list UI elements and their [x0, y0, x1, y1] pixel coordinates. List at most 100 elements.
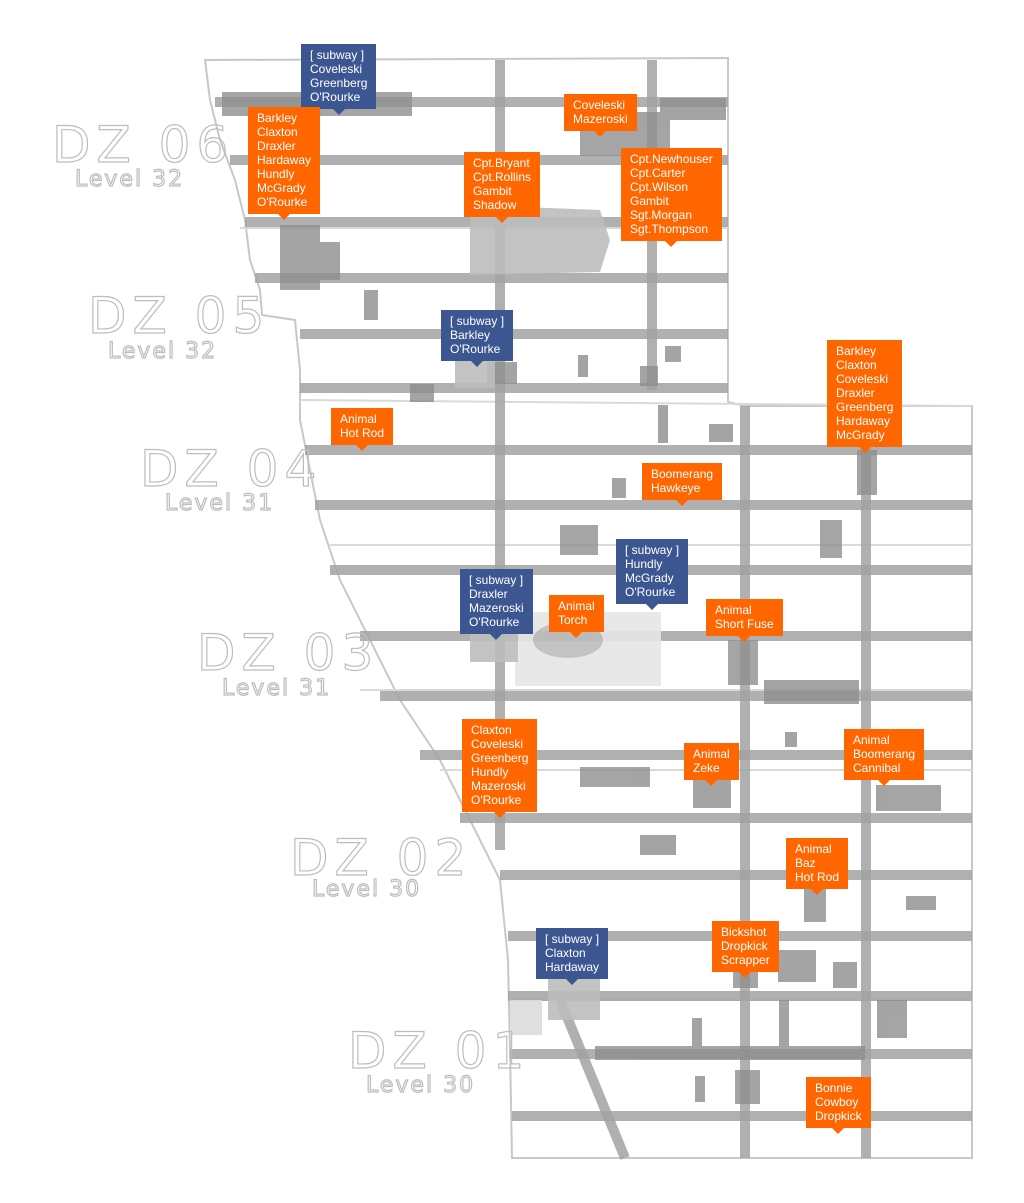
marker-line: Hot Rod — [795, 870, 840, 884]
marker-line: O'Rourke — [257, 195, 308, 209]
marker-line: Animal — [853, 733, 890, 747]
marker-line: Sgt.Thompson — [630, 222, 709, 236]
marker-line: Animal — [558, 599, 595, 613]
subway-marker[interactable]: [ subway ] Draxler Mazeroski O'Rourke — [460, 569, 533, 640]
boss-marker[interactable]: Animal Zeke — [684, 743, 739, 786]
dz06-level: Level 32 — [75, 167, 184, 192]
marker-line: O'Rourke — [450, 342, 501, 356]
dz03-level: Level 31 — [222, 676, 331, 701]
boss-marker[interactable]: Coveleski Mazeroski — [564, 94, 637, 137]
marker-line: Dropkick — [815, 1109, 862, 1123]
marker-line: Coveleski — [471, 737, 524, 751]
buildings — [222, 92, 941, 1104]
marker-line: Hawkeye — [651, 481, 701, 495]
dz02-level: Level 30 — [312, 877, 421, 902]
marker-line: Barkley — [450, 328, 491, 342]
marker-line: Cowboy — [815, 1095, 859, 1109]
marker-line: Greenberg — [310, 76, 368, 90]
boss-marker[interactable]: Animal Boomerang Cannibal — [844, 729, 925, 786]
marker-line: [ subway ] — [625, 543, 680, 557]
marker-line: Cpt.Newhouser — [630, 152, 713, 166]
boss-marker[interactable]: Bickshot Dropkick Scrapper — [712, 921, 779, 978]
subway-marker[interactable]: [ subway ] Hundly McGrady O'Rourke — [616, 539, 689, 610]
marker-line: Hardaway — [257, 153, 312, 167]
marker-line: Hot Rod — [340, 426, 385, 440]
marker-line: [ subway ] — [469, 573, 524, 587]
marker-line: Cpt.Wilson — [630, 180, 689, 194]
marker-line: Cpt.Bryant — [473, 156, 530, 170]
district-labels: DZ 06 Level 32 DZ 05 Level 32 DZ 04 Leve… — [51, 115, 530, 1098]
dz04-level: Level 31 — [165, 491, 274, 516]
marker-line: Claxton — [836, 358, 877, 372]
boss-marker[interactable]: Animal Torch — [549, 595, 604, 638]
marker-line: Cpt.Rollins — [473, 170, 532, 184]
marker-line: McGrady — [625, 571, 674, 585]
marker-line: Zeke — [693, 761, 720, 775]
marker-line: Shadow — [473, 198, 517, 212]
marker-line: Mazeroski — [573, 112, 628, 126]
marker-line: Coveleski — [573, 98, 626, 112]
marker-line: Dropkick — [721, 939, 768, 953]
marker-line: Animal — [340, 412, 377, 426]
subway-marker[interactable]: [ subway ] Claxton Hardaway — [536, 928, 609, 985]
marker-line: Cannibal — [853, 761, 901, 775]
marker-line: Draxler — [469, 587, 508, 601]
marker-line: O'Rourke — [625, 585, 676, 599]
dz06-name: DZ 06 — [52, 116, 234, 174]
marker-line: Gambit — [630, 194, 669, 208]
boss-marker[interactable]: Animal Short Fuse — [706, 599, 783, 642]
marker-line: Barkley — [836, 344, 877, 358]
boss-marker[interactable]: Boomerang Hawkeye — [642, 463, 723, 506]
marker-line: Hardaway — [545, 960, 600, 974]
marker-line: O'Rourke — [310, 90, 361, 104]
marker-line: Hundly — [625, 557, 663, 571]
dz05-level: Level 32 — [108, 339, 217, 364]
marker-line: Hundly — [257, 167, 295, 181]
dz02-name: DZ 02 — [290, 829, 472, 887]
boss-marker[interactable]: Barkley Claxton Coveleski Draxler Greenberg H… — [827, 340, 903, 453]
marker-line: Bickshot — [721, 925, 767, 939]
marker-line: Bonnie — [815, 1081, 853, 1095]
marker-line: Cpt.Carter — [630, 166, 686, 180]
marker-line: Gambit — [473, 184, 512, 198]
marker-line: [ subway ] — [450, 314, 505, 328]
boss-marker[interactable]: Animal Baz Hot Rod — [786, 838, 849, 895]
dz04-name: DZ 04 — [140, 440, 322, 498]
marker-line: Boomerang — [853, 747, 916, 761]
marker-line: Draxler — [836, 386, 875, 400]
marker-line: [ subway ] — [545, 932, 600, 946]
marker-line: Mazeroski — [469, 601, 524, 615]
marker-line: Scrapper — [721, 953, 770, 967]
marker-line: Draxler — [257, 139, 296, 153]
marker-line: [ subway ] — [310, 48, 365, 62]
marker-line: Mazeroski — [471, 779, 526, 793]
marker-line: Animal — [795, 842, 832, 856]
marker-line: Animal — [693, 747, 730, 761]
marker-line: Baz — [795, 856, 816, 870]
dz03-name: DZ 03 — [197, 624, 379, 682]
marker-line: Hundly — [471, 765, 509, 779]
subway-marker[interactable]: [ subway ] Barkley O'Rourke — [441, 310, 514, 367]
marker-line: O'Rourke — [469, 615, 520, 629]
marker-line: Torch — [558, 613, 588, 627]
marker-line: McGrady — [836, 428, 885, 442]
boss-marker[interactable]: Cpt.Bryant Cpt.Rollins Gambit Shadow — [464, 152, 541, 223]
marker-line: Boomerang — [651, 467, 714, 481]
dz01-name: DZ 01 — [348, 1022, 530, 1080]
marker-line: Animal — [715, 603, 752, 617]
boss-marker[interactable]: Animal Hot Rod — [331, 408, 394, 451]
marker-line: Greenberg — [471, 751, 529, 765]
boss-marker[interactable]: Claxton Coveleski Greenberg Hundly Mazeroski… — [462, 719, 538, 818]
marker-line: Claxton — [545, 946, 586, 960]
marker-line: Claxton — [471, 723, 512, 737]
marker-line: McGrady — [257, 181, 306, 195]
marker-line: Sgt.Morgan — [630, 208, 693, 222]
boss-marker[interactable]: Barkley Claxton Draxler Hardaway Hundly McGra… — [248, 107, 321, 220]
marker-line: Coveleski — [836, 372, 889, 386]
subway-marker[interactable]: [ subway ] Coveleski Greenberg O'Rourke — [301, 44, 377, 115]
boss-marker[interactable]: Bonnie Cowboy Dropkick — [806, 1077, 871, 1134]
marker-line: Barkley — [257, 111, 298, 125]
dz01-level: Level 30 — [366, 1073, 475, 1098]
marker-line: Greenberg — [836, 400, 894, 414]
boss-marker[interactable]: Cpt.Newhouser Cpt.Carter Cpt.Wilson Gambit S… — [621, 148, 722, 247]
